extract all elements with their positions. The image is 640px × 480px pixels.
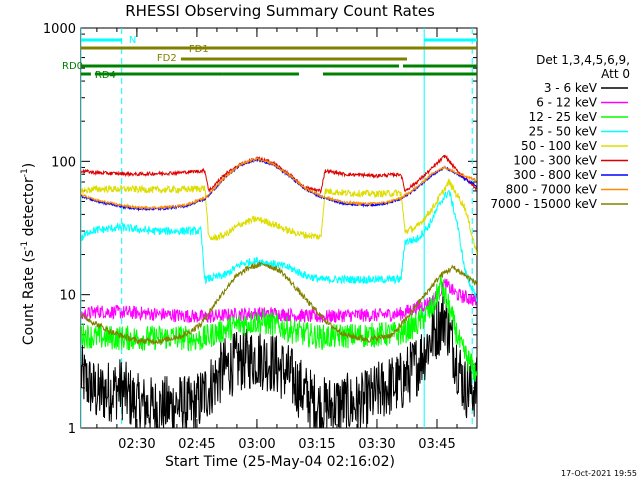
legend-label: 25 - 50 keV: [529, 125, 598, 139]
footer-date: 17-Oct-2021 19:55: [561, 469, 637, 478]
legend-label: 50 - 100 keV: [521, 139, 598, 153]
flag-bar-label: FD2: [157, 53, 177, 64]
y-tick-label: 100: [51, 155, 76, 170]
y-axis-label: Count Rate (s-1 detector-1): [20, 163, 37, 345]
legend-label: 100 - 300 keV: [513, 154, 597, 168]
y-axis-label-group: Count Rate (s-1 detector-1): [20, 163, 37, 345]
x-axis-label: Start Time (25-May-04 02:16:02): [165, 454, 395, 470]
flag-bar-label: N: [129, 35, 136, 46]
flag-bar-label: RD4: [95, 70, 116, 81]
series-line: [81, 261, 477, 346]
legend-label: 12 - 25 keV: [529, 110, 598, 124]
x-tick-label: 03:00: [238, 437, 275, 452]
series-line: [81, 157, 477, 211]
y-axis-label-sup1: -1: [20, 241, 30, 250]
legend-label: 800 - 7000 keV: [506, 183, 598, 197]
legend-label: 3 - 6 keV: [544, 81, 598, 95]
legend-label: 7000 - 15000 keV: [490, 197, 597, 211]
x-tick-label: 02:45: [178, 437, 215, 452]
x-tick-label: 03:30: [358, 437, 395, 452]
series-line: [81, 278, 477, 324]
y-tick-label: 1000: [43, 22, 76, 37]
y-axis-label-mid: detector: [21, 177, 37, 241]
legend-label: 6 - 12 keV: [536, 96, 598, 110]
plot-clip-group: [81, 28, 477, 428]
x-tick-label: 03:15: [298, 437, 335, 452]
y-axis-label-main: Count Rate (s: [21, 250, 37, 345]
legend-header-line1: Det 1,3,4,5,6,9,: [536, 53, 630, 67]
series-line: [81, 189, 477, 302]
y-tick-label: 10: [59, 289, 76, 304]
chart-title: RHESSI Observing Summary Count Rates: [125, 2, 435, 20]
series-line: [81, 177, 477, 256]
series-line: [81, 273, 477, 382]
x-tick-label: 02:30: [118, 437, 155, 452]
y-axis-label-sup2: -1: [20, 168, 30, 177]
series-line: [81, 293, 477, 428]
x-tick-label: 03:45: [418, 437, 455, 452]
y-axis-label-end: ): [21, 163, 37, 168]
y-tick-label: 1: [68, 422, 76, 437]
flag-bar-label: FD1: [189, 44, 209, 55]
flag-bar-label: RD0: [62, 61, 83, 72]
legend-header-line2: Att 0: [601, 67, 630, 81]
plot-layer: 1 10 100 1000 02:30 02:45 03:00 03:15 03:30 03:45…: [43, 22, 478, 452]
legend-label: 300 - 800 keV: [513, 168, 597, 182]
